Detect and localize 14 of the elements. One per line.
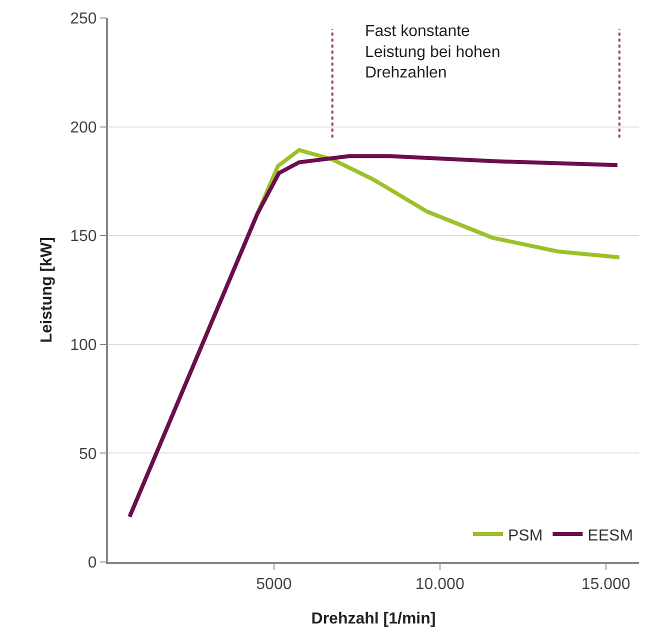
- legend-label: EESM: [588, 527, 634, 544]
- y-tick-label: 0: [88, 554, 97, 572]
- annotation: Fast konstante Leistung bei hohen Drehzahlen: [365, 23, 500, 82]
- y-tick-label: 50: [79, 446, 97, 463]
- y-tick-label: 100: [70, 337, 97, 354]
- y-axis-title: Leistung [kW]: [38, 237, 56, 343]
- x-tick-label: 5000: [256, 576, 292, 594]
- x-tick-label: 10.000: [415, 576, 464, 594]
- legend-label: PSM: [508, 527, 543, 544]
- y-tick-label: 250: [70, 10, 97, 28]
- y-tick-label: 150: [70, 228, 97, 246]
- x-axis-title: Drehzahl [1/min]: [311, 610, 436, 628]
- x-tick-label: 15.000: [581, 576, 630, 594]
- y-tick-label: 200: [70, 119, 97, 136]
